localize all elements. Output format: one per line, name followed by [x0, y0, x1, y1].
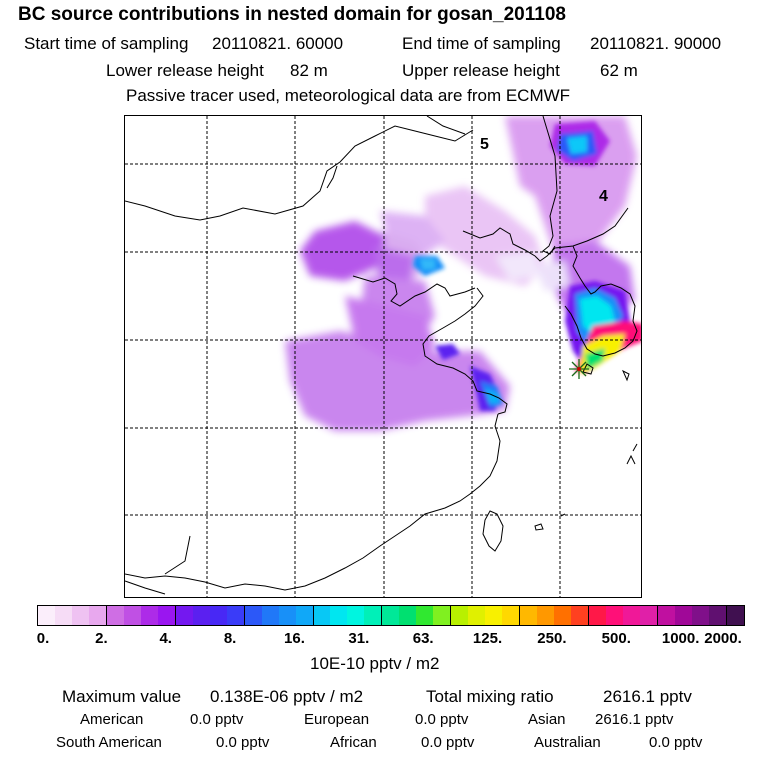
colorbar-swatch [347, 606, 365, 625]
colorbar-swatch [485, 606, 503, 625]
tracer-note: Passive tracer used, meteorological data… [126, 86, 571, 105]
asian-label: Asian [528, 711, 566, 728]
colorbar-tick-label: 2000. [704, 630, 742, 647]
colorbar-swatch [605, 606, 623, 625]
colorbar-swatch [330, 606, 348, 625]
colorbar-tick-label: 2. [95, 630, 108, 647]
colorbar-swatch [639, 606, 658, 625]
european-value: 0.0 pptv [415, 711, 469, 728]
start-time-value: 20110821. 60000 [212, 34, 344, 53]
lower-release-value: 82 m [290, 61, 328, 80]
colorbar-swatch [157, 606, 176, 625]
australian-label: Australian [534, 734, 601, 751]
colorbar [37, 605, 745, 626]
colorbar-swatch [502, 606, 521, 625]
south-american-label: South American [56, 734, 162, 751]
release-point [577, 367, 581, 371]
max-label: Maximum value [62, 687, 182, 706]
colorbar-swatch [192, 606, 210, 625]
south-american-value: 0.0 pptv [216, 734, 270, 751]
colorbar-swatch [571, 606, 589, 625]
end-time-label: End time of sampling [402, 34, 561, 53]
colorbar-swatch [657, 606, 675, 625]
map-canvas [125, 116, 641, 597]
colorbar-units: 10E-10 pptv / m2 [310, 654, 440, 673]
colorbar-swatch [399, 606, 417, 625]
colorbar-swatch [209, 606, 227, 625]
colorbar-tick-label: 125. [472, 630, 503, 647]
graticule [125, 116, 641, 597]
colorbar-swatch [295, 606, 314, 625]
colorbar-swatch [71, 606, 89, 625]
colorbar-tick-label: 63. [412, 630, 434, 647]
colorbar-swatch [54, 606, 72, 625]
colorbar-tick-label: 31. [348, 630, 370, 647]
colorbar-swatch [674, 606, 692, 625]
colorbar-swatch [106, 606, 124, 625]
coastlines [125, 116, 638, 595]
total-value: 2616.1 pptv [603, 687, 692, 706]
colorbar-tick-label: 8. [223, 630, 237, 647]
european-label: European [304, 711, 370, 728]
max-value: 0.138E-06 pptv / m2 [210, 687, 364, 706]
colorbar-swatch [313, 606, 331, 625]
asian-value: 2616.1 pptv [595, 711, 674, 728]
african-label: African [330, 734, 377, 751]
colorbar-swatch [537, 606, 555, 625]
upper-release-value: 62 m [600, 61, 638, 80]
colorbar-swatch [175, 606, 193, 625]
colorbar-tick-label: 250. [537, 630, 567, 647]
colorbar-swatch [382, 606, 400, 625]
colorbar-swatch [468, 606, 486, 625]
colorbar-swatch [226, 606, 245, 625]
colorbar-swatch [708, 606, 727, 625]
map-panel: 5 4 [124, 115, 642, 598]
map-label-4: 4 [599, 188, 608, 205]
colorbar-tick-label: 500. [601, 630, 631, 647]
colorbar-tick-label: 1000. [661, 630, 700, 647]
colorbar-swatch [364, 606, 383, 625]
american-label: American [80, 711, 144, 728]
total-label: Total mixing ratio [426, 687, 554, 706]
colorbar-tick-label: 4. [159, 630, 172, 647]
american-value: 0.0 pptv [190, 711, 244, 728]
colorbar-swatch [726, 606, 744, 625]
colorbar-swatch [278, 606, 296, 625]
australian-value: 0.0 pptv [649, 734, 703, 751]
end-time-value: 20110821. 90000 [590, 34, 722, 53]
colorbar-swatch [433, 606, 452, 625]
colorbar-swatch [38, 606, 55, 625]
colorbar-swatch [520, 606, 538, 625]
map-label-5: 5 [480, 136, 489, 153]
upper-release-label: Upper release height [402, 61, 560, 80]
plot-title: BC source contributions in nested domain… [18, 4, 566, 25]
lower-release-label: Lower release height [106, 61, 264, 80]
colorbar-swatch [416, 606, 434, 625]
colorbar-swatch [622, 606, 640, 625]
colorbar-swatch [589, 606, 606, 625]
colorbar-tick-label: 16. [284, 630, 305, 647]
colorbar-swatch [261, 606, 279, 625]
concentration-field [285, 116, 641, 431]
colorbar-swatch [140, 606, 158, 625]
african-value: 0.0 pptv [421, 734, 475, 751]
colorbar-swatch [123, 606, 141, 625]
colorbar-tick-label: 0. [36, 630, 50, 647]
colorbar-swatch [554, 606, 572, 625]
colorbar-swatch [244, 606, 262, 625]
colorbar-swatch [691, 606, 709, 625]
start-time-label: Start time of sampling [24, 34, 189, 53]
colorbar-swatch [88, 606, 107, 625]
colorbar-swatch [451, 606, 469, 625]
